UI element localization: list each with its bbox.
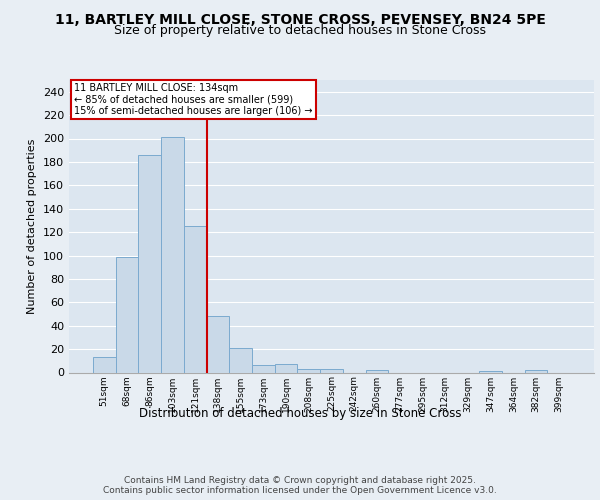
Bar <box>524 370 547 372</box>
Bar <box>252 366 275 372</box>
Text: 11 BARTLEY MILL CLOSE: 134sqm
← 85% of detached houses are smaller (599)
15% of : 11 BARTLEY MILL CLOSE: 134sqm ← 85% of d… <box>74 83 313 116</box>
Bar <box>298 369 320 372</box>
Bar <box>365 370 388 372</box>
Bar <box>275 364 298 372</box>
Text: Contains HM Land Registry data © Crown copyright and database right 2025.
Contai: Contains HM Land Registry data © Crown c… <box>103 476 497 495</box>
Text: Size of property relative to detached houses in Stone Cross: Size of property relative to detached ho… <box>114 24 486 37</box>
Bar <box>161 138 184 372</box>
Text: Distribution of detached houses by size in Stone Cross: Distribution of detached houses by size … <box>139 408 461 420</box>
Y-axis label: Number of detached properties: Number of detached properties <box>28 138 37 314</box>
Bar <box>139 155 161 372</box>
Bar <box>320 369 343 372</box>
Bar <box>93 358 116 372</box>
Bar <box>184 226 206 372</box>
Bar <box>116 256 139 372</box>
Text: 11, BARTLEY MILL CLOSE, STONE CROSS, PEVENSEY, BN24 5PE: 11, BARTLEY MILL CLOSE, STONE CROSS, PEV… <box>55 12 545 26</box>
Bar <box>206 316 229 372</box>
Bar <box>229 348 252 372</box>
